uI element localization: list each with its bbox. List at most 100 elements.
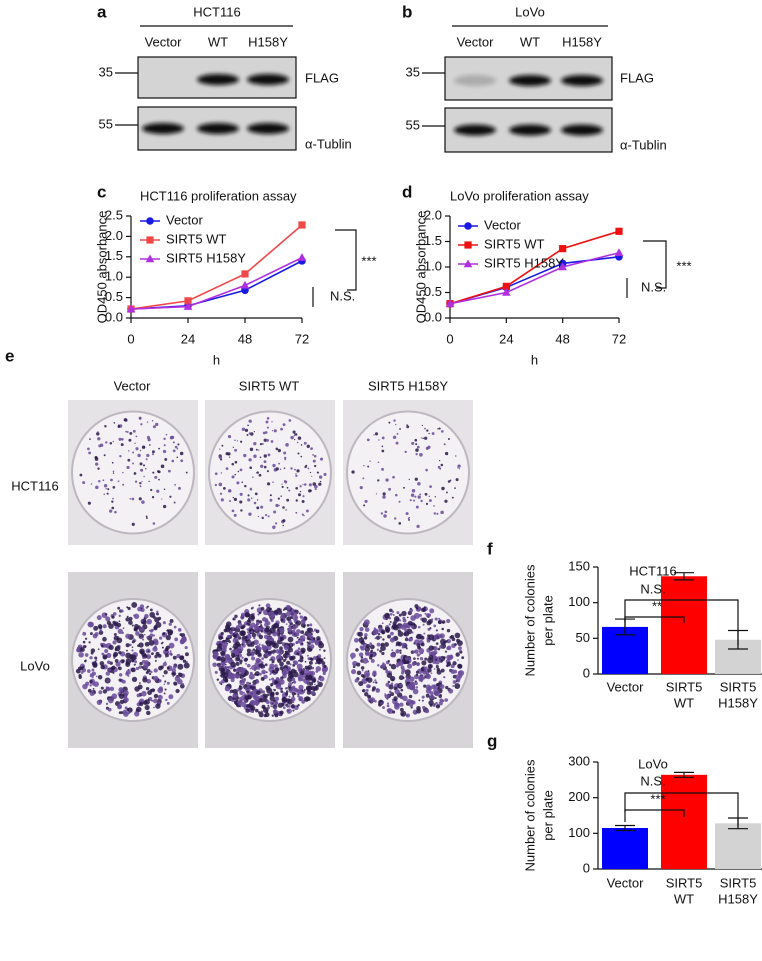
plate-dish bbox=[346, 410, 470, 535]
colony-dot bbox=[88, 451, 92, 455]
colony-dot bbox=[80, 671, 84, 674]
mw-marker: 55 bbox=[406, 117, 420, 132]
colony-dot bbox=[283, 451, 287, 455]
colony-dot bbox=[313, 689, 316, 692]
colony-dot bbox=[103, 454, 106, 457]
colony-dot bbox=[292, 695, 295, 698]
colony-dot bbox=[76, 648, 81, 653]
colony-dot bbox=[446, 491, 448, 494]
colony-dot bbox=[422, 437, 424, 440]
colony-dot bbox=[108, 668, 112, 672]
colony-dot bbox=[425, 468, 428, 472]
colony-dot bbox=[139, 462, 143, 466]
colony-dot bbox=[94, 656, 98, 660]
colony-dot bbox=[401, 610, 407, 617]
marker bbox=[502, 288, 511, 296]
marker bbox=[559, 245, 567, 253]
colony-dot bbox=[245, 703, 250, 708]
colony-dot bbox=[266, 417, 270, 420]
colony-dot bbox=[319, 480, 322, 483]
colony-dot bbox=[278, 504, 280, 507]
colony-dot bbox=[157, 694, 163, 700]
colony-dot bbox=[140, 607, 143, 610]
colony-dot bbox=[102, 479, 105, 482]
y-tick-label: 0.5 bbox=[105, 289, 123, 304]
colony-dot bbox=[293, 434, 296, 437]
y-tick-label: 100 bbox=[568, 594, 590, 609]
colony-dot bbox=[367, 465, 370, 468]
colony-dot bbox=[391, 649, 394, 652]
colony-dot bbox=[216, 646, 223, 652]
colony-dot bbox=[218, 482, 223, 487]
colony-dot bbox=[256, 499, 259, 501]
colony-dot bbox=[88, 641, 91, 644]
lane-label: H158Y bbox=[248, 34, 288, 49]
colony-dot bbox=[116, 622, 122, 628]
colony-dot bbox=[129, 497, 132, 500]
colony-dot bbox=[409, 703, 414, 708]
colony-dot bbox=[241, 656, 244, 659]
colony-dot bbox=[353, 637, 359, 643]
colony-dot bbox=[287, 672, 294, 679]
colony-dot bbox=[256, 690, 261, 696]
colony-dot bbox=[432, 704, 436, 707]
colony-dot bbox=[108, 644, 114, 651]
colony-dot bbox=[222, 487, 226, 490]
colony-dot bbox=[420, 642, 425, 647]
y-tick-label: 1.0 bbox=[424, 258, 442, 273]
colony-dot bbox=[246, 631, 249, 634]
colony-dot bbox=[269, 494, 272, 497]
colony-dot bbox=[292, 625, 297, 630]
x-axis-label: h bbox=[531, 352, 538, 367]
colony-dot bbox=[111, 461, 114, 464]
colony-dot bbox=[384, 642, 389, 647]
annotation: N.S. bbox=[330, 288, 355, 303]
colony-dot bbox=[126, 615, 129, 618]
colony-dot bbox=[185, 652, 189, 657]
colony-dot bbox=[173, 681, 178, 686]
colony-dot bbox=[319, 457, 324, 461]
x-tick-label: 0 bbox=[446, 331, 453, 346]
colony-dot bbox=[283, 467, 286, 469]
colony-dot bbox=[295, 511, 298, 514]
colony-dot bbox=[218, 455, 223, 459]
colony-dot bbox=[140, 636, 143, 640]
colony-dot bbox=[382, 662, 385, 665]
colony-dot bbox=[441, 627, 444, 631]
blot-header: HCT116 bbox=[193, 4, 240, 19]
colony-dot bbox=[220, 683, 223, 686]
colony-dot bbox=[259, 442, 263, 446]
colony-dot bbox=[317, 681, 323, 688]
colony-dot bbox=[440, 430, 444, 433]
band bbox=[454, 124, 496, 136]
colony-dot bbox=[159, 636, 163, 640]
colony-dot bbox=[385, 682, 390, 687]
colony-dot bbox=[362, 688, 366, 693]
colony-dot bbox=[252, 648, 256, 651]
colony-dot bbox=[303, 696, 310, 702]
colony-dot bbox=[92, 661, 98, 667]
colony-dot bbox=[239, 667, 246, 674]
colony-dot bbox=[93, 625, 99, 631]
colony-dot bbox=[166, 666, 170, 670]
colony-dot bbox=[408, 694, 413, 699]
colony-dot bbox=[104, 613, 108, 616]
colony-dot bbox=[391, 653, 396, 658]
colony-dot bbox=[220, 636, 223, 639]
colony-dot bbox=[364, 633, 368, 637]
colony-dot bbox=[323, 472, 327, 476]
colony-dot bbox=[172, 441, 175, 444]
colony-dot bbox=[363, 504, 366, 507]
colony-dot bbox=[240, 701, 247, 708]
colony-dot bbox=[295, 620, 302, 626]
colony-dot bbox=[390, 692, 395, 697]
colony-dot bbox=[429, 694, 435, 700]
x-tick-label: SIRT5 bbox=[720, 679, 757, 694]
colony-dot bbox=[400, 665, 405, 670]
colony-dot bbox=[251, 606, 254, 609]
colony-dot bbox=[133, 472, 137, 475]
colony-dot bbox=[146, 710, 151, 716]
band bbox=[561, 124, 603, 136]
colony-dot bbox=[395, 649, 400, 654]
colony-dot bbox=[163, 444, 166, 447]
